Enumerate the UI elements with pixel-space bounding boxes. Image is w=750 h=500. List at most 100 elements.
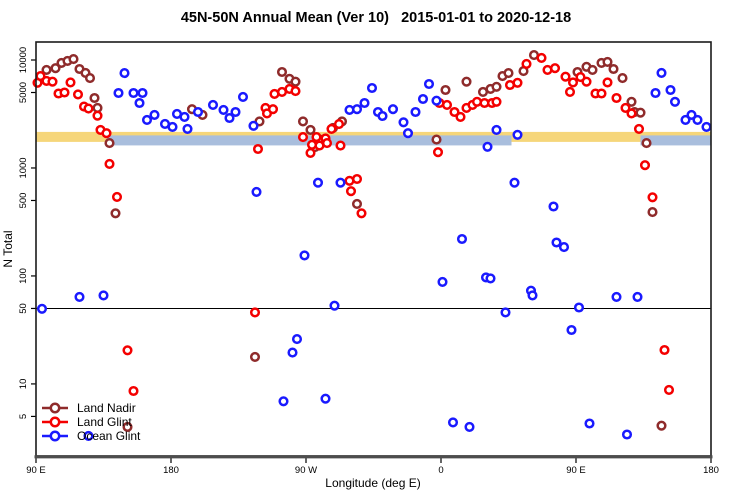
data-point — [482, 141, 493, 152]
data-point — [596, 88, 607, 99]
data-point — [278, 396, 289, 407]
data-point — [456, 233, 468, 245]
data-point — [249, 351, 261, 362]
data-point — [464, 421, 475, 432]
data-point — [251, 186, 262, 197]
data-point — [351, 104, 363, 115]
data-point — [267, 104, 279, 115]
data-point — [305, 147, 316, 158]
data-point — [509, 177, 520, 188]
legend-label: Ocean Glint — [77, 429, 141, 443]
y-axis-title: N Total — [1, 230, 15, 267]
data-point — [647, 207, 658, 218]
data-point — [377, 110, 388, 122]
data-point — [192, 106, 204, 118]
data-point — [536, 52, 547, 63]
data-point — [128, 87, 139, 99]
data-point — [311, 132, 322, 143]
data-point — [335, 177, 346, 188]
data-point — [297, 132, 309, 143]
y-tick-label: 500 — [18, 193, 29, 209]
data-point — [122, 421, 133, 432]
data-point — [611, 92, 622, 104]
data-point — [89, 92, 100, 104]
legend-marker-circle — [49, 402, 61, 414]
data-point — [122, 345, 133, 356]
data-point — [47, 76, 58, 87]
y-tick-label: 1000 — [18, 157, 29, 178]
data-point — [299, 250, 310, 261]
data-point — [110, 208, 121, 219]
data-point — [84, 73, 96, 84]
data-point — [455, 111, 466, 122]
data-point — [620, 102, 631, 113]
data-point — [527, 290, 538, 301]
data-point — [410, 106, 421, 118]
data-point — [564, 86, 576, 97]
data-point — [548, 201, 559, 212]
data-point — [440, 84, 451, 96]
data-point — [663, 384, 675, 395]
data-point — [141, 114, 153, 125]
legend-marker-circle — [49, 416, 61, 428]
y-tick-label: 5000 — [18, 82, 29, 103]
sample-bands — [36, 131, 711, 146]
x-tick-label: 90 W — [295, 465, 317, 476]
data-point — [602, 77, 613, 88]
data-point — [581, 76, 592, 87]
data-point — [104, 138, 115, 149]
data-point — [584, 418, 595, 429]
data-point — [333, 119, 345, 130]
data-point — [137, 87, 148, 99]
data-point — [345, 186, 357, 197]
x-tick-label: 180 — [703, 465, 719, 476]
data-point — [692, 114, 703, 125]
data-point — [611, 291, 622, 302]
data-point — [335, 140, 346, 151]
data-point — [626, 108, 637, 119]
data-point — [558, 242, 570, 253]
data-point — [351, 198, 363, 209]
data-point — [179, 111, 190, 122]
data-point — [485, 273, 496, 284]
data-point — [248, 120, 259, 131]
data-point — [50, 63, 61, 74]
data-point — [491, 124, 502, 135]
data-point — [72, 89, 84, 100]
data-point — [417, 93, 429, 105]
data-point — [656, 420, 667, 431]
data-point — [134, 97, 145, 109]
data-point — [351, 173, 363, 185]
data-point — [567, 77, 579, 88]
data-point — [491, 81, 502, 92]
data-point — [626, 96, 637, 107]
data-point — [68, 54, 79, 65]
data-point — [639, 160, 651, 171]
y-tick-label: 10 — [18, 379, 29, 390]
legend-marker-circle — [49, 430, 61, 442]
data-point — [566, 324, 577, 336]
data-point — [521, 58, 532, 69]
data-point — [36, 303, 48, 314]
data-point — [587, 64, 598, 75]
data-point — [423, 78, 435, 90]
data-point — [387, 104, 399, 115]
x-tick-label: 0 — [438, 465, 443, 476]
data-point — [549, 63, 561, 74]
data-point — [512, 77, 523, 88]
data-point — [41, 64, 52, 75]
data-point — [182, 123, 193, 134]
data-point — [74, 291, 85, 302]
data-point — [128, 385, 139, 397]
data-point — [680, 114, 691, 125]
data-point — [207, 99, 219, 110]
data-point — [321, 138, 333, 149]
data-point — [290, 76, 301, 87]
data-point — [59, 87, 70, 98]
data-point — [633, 123, 645, 134]
data-point — [356, 208, 367, 219]
data-point — [437, 276, 448, 287]
data-point — [359, 97, 370, 109]
data-point — [491, 96, 502, 107]
